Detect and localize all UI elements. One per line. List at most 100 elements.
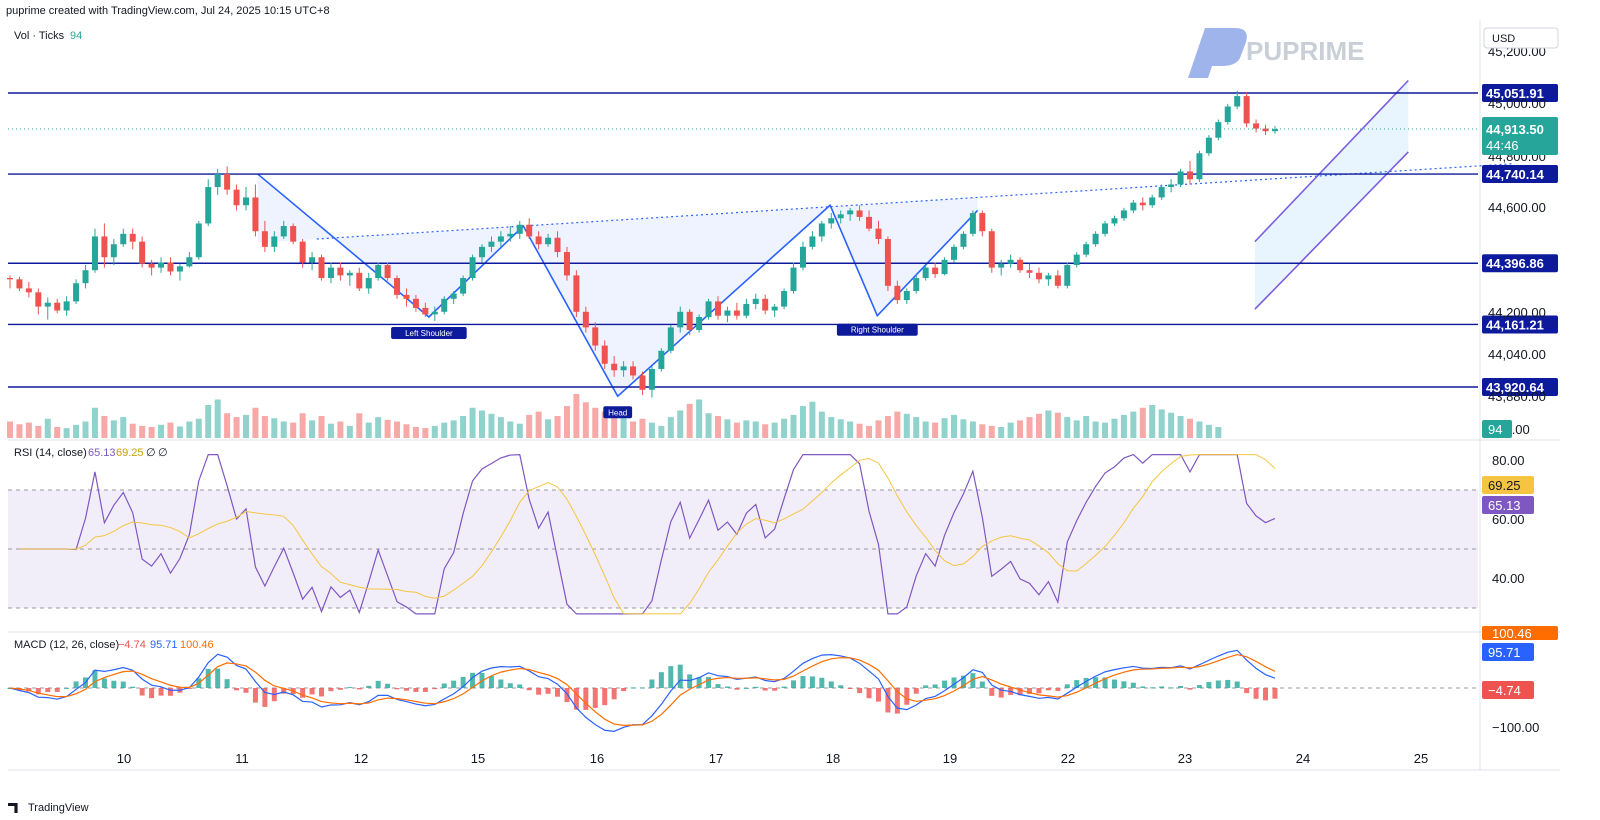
candle-body <box>847 210 854 215</box>
macd-histogram-bar <box>838 685 844 688</box>
candle <box>677 306 684 333</box>
volume-bar <box>790 414 797 438</box>
candle <box>1243 92 1250 128</box>
candle <box>25 281 32 298</box>
price-tick-label: 43,880.00 <box>1488 389 1546 404</box>
candle <box>148 259 155 276</box>
volume-bar <box>941 418 948 438</box>
rsi-ma-line <box>19 454 1276 615</box>
macd-histogram-bar <box>1130 682 1136 688</box>
candle <box>507 226 514 242</box>
volume-bar <box>866 425 873 438</box>
candle <box>91 228 98 273</box>
macd-histogram-bar <box>989 688 995 696</box>
macd-histogram-bar <box>611 688 617 700</box>
time-tick-label: 22 <box>1061 751 1075 766</box>
candle-body <box>601 345 608 364</box>
candle <box>1149 194 1156 208</box>
volume-bar <box>186 421 193 438</box>
volume-bar <box>545 419 552 438</box>
macd-histogram-bar <box>507 683 513 688</box>
candle <box>1215 119 1222 141</box>
macd-value-box <box>1482 643 1534 661</box>
candle-body <box>469 257 476 279</box>
macd-histogram-bar <box>139 688 145 696</box>
volume-bar <box>752 421 759 438</box>
macd-legend-value: 95.71 <box>150 639 178 651</box>
candle-body <box>1111 218 1118 224</box>
volume-bar <box>1092 421 1099 438</box>
volume-bar <box>488 413 495 438</box>
macd-histogram-bar <box>403 688 409 691</box>
candle <box>422 302 429 317</box>
candle <box>563 246 570 281</box>
macd-histogram-bar <box>564 688 570 703</box>
price-tick-label: 44,200.00 <box>1488 305 1546 320</box>
candle-body <box>837 214 844 219</box>
macd-histogram-bar <box>92 670 98 688</box>
volume-bar <box>431 425 438 438</box>
volume-bar <box>1073 420 1080 438</box>
candle <box>884 236 891 292</box>
macd-histogram-bar <box>592 688 598 708</box>
candle <box>516 220 523 240</box>
candle <box>224 166 231 195</box>
volume-bar <box>243 414 249 438</box>
channel-lower-line <box>1254 151 1409 310</box>
candle <box>469 254 476 281</box>
candle-body <box>903 291 910 301</box>
candle <box>1026 263 1033 279</box>
candle <box>280 220 287 240</box>
macd-histogram-bar <box>375 680 381 688</box>
macd-histogram-bar <box>1149 687 1155 689</box>
macd-histogram-bar <box>621 688 627 692</box>
volume-bar <box>1149 405 1156 438</box>
candle-body <box>752 298 759 305</box>
macd-histogram-bar <box>1253 688 1259 699</box>
macd-histogram-bar <box>536 688 542 695</box>
candle <box>214 168 221 195</box>
candle-body <box>1026 270 1033 273</box>
candle-body <box>441 298 448 312</box>
last-price-box <box>1482 116 1558 155</box>
candle <box>979 210 986 237</box>
level-label: 44,161.21 <box>1486 317 1544 332</box>
candle <box>648 366 655 398</box>
volume-bar <box>167 422 174 438</box>
volume-bar <box>299 413 306 438</box>
candle <box>592 322 599 351</box>
candle <box>620 361 627 377</box>
candle-body <box>1158 187 1165 198</box>
candle <box>771 304 778 317</box>
bar-countdown-label: 44:46 <box>1486 138 1519 153</box>
candle <box>1158 184 1165 201</box>
macd-histogram-value-label: −4.74 <box>1488 683 1521 698</box>
time-tick-label: 17 <box>709 751 723 766</box>
volume-bar <box>507 421 514 438</box>
macd-histogram-bar <box>347 687 353 689</box>
candle-body <box>828 218 835 224</box>
macd-histogram-bar <box>545 688 551 694</box>
volume-bar <box>1187 418 1193 438</box>
candle-body <box>1035 272 1042 280</box>
volume-bar <box>686 403 693 438</box>
macd-histogram-bar <box>111 680 117 688</box>
volume-bar <box>7 421 13 438</box>
candle-body <box>403 294 410 299</box>
candle <box>365 272 372 294</box>
candle-body <box>658 350 665 369</box>
macd-histogram-bar <box>460 676 466 688</box>
rsi-value-box <box>1482 496 1534 514</box>
candle-body <box>667 327 674 351</box>
candle-body <box>1064 265 1071 286</box>
candle-body <box>1149 197 1156 206</box>
volume-legend-value: 94 <box>70 30 82 42</box>
volume-bar <box>54 427 61 438</box>
volume-bar <box>932 422 939 438</box>
candle <box>441 296 448 315</box>
candle <box>403 288 410 307</box>
candle-body <box>1215 122 1222 138</box>
volume-bar <box>611 416 618 438</box>
macd-histogram-bar <box>205 668 211 688</box>
